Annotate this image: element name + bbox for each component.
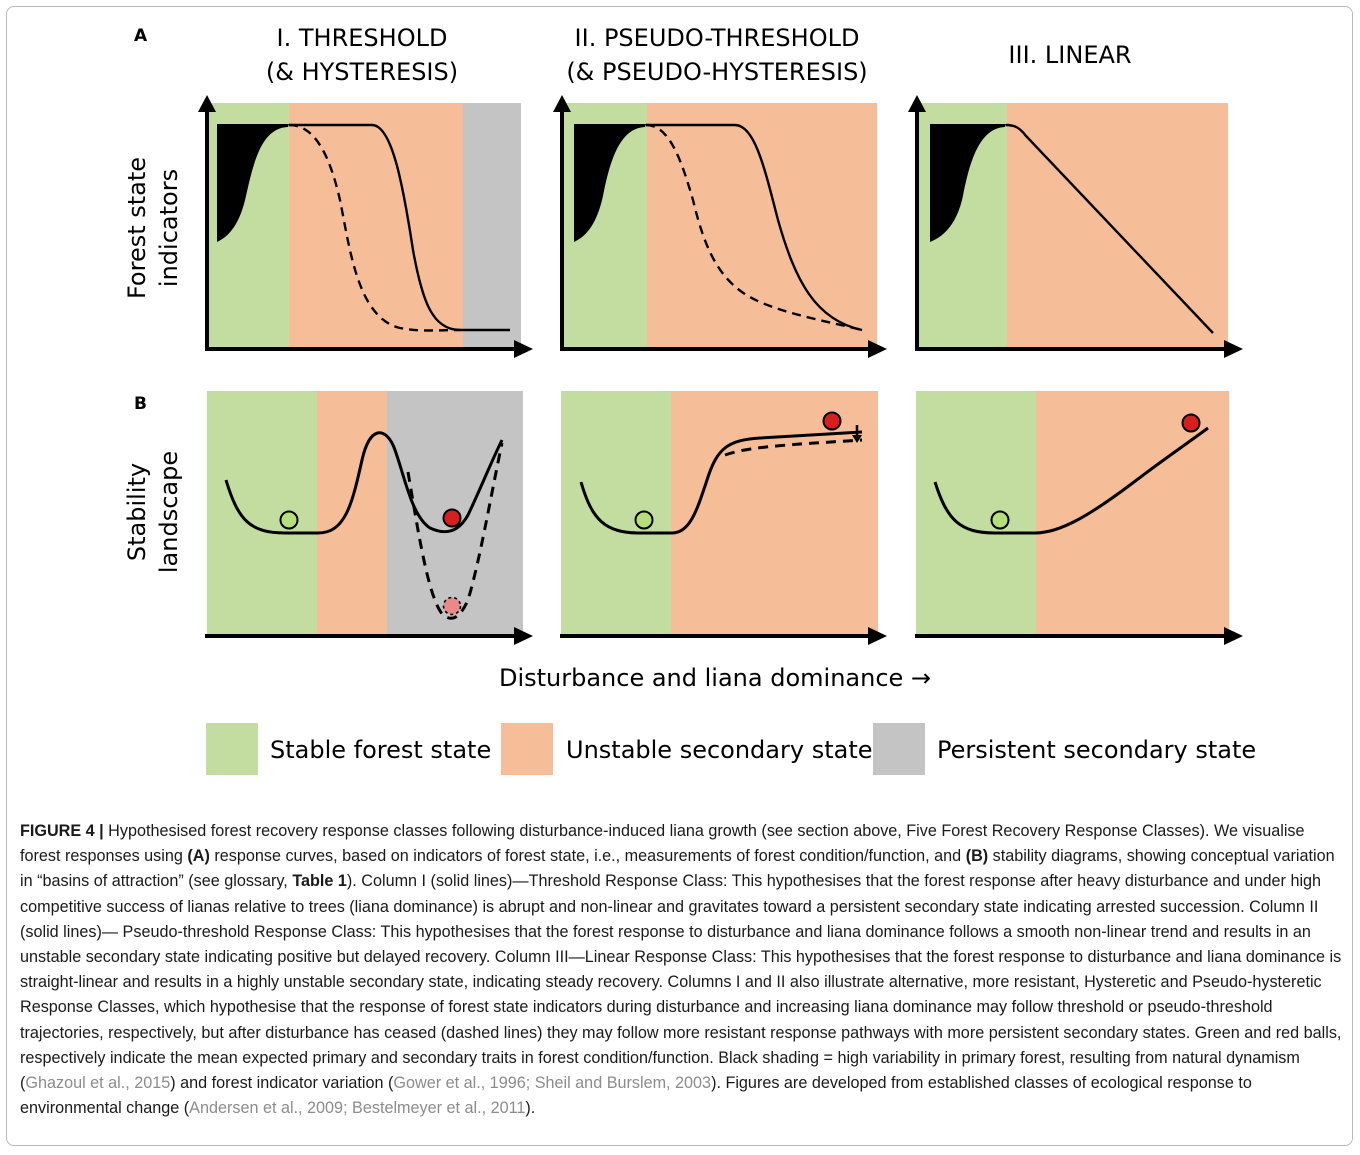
caption-text-part4: ). Column I (solid lines)—Threshold Resp… bbox=[20, 872, 1342, 1093]
a3-variability-shading bbox=[930, 124, 1006, 242]
a2-x-axis-arrow bbox=[868, 340, 887, 358]
row-a-ylabel-line2: indicators bbox=[155, 169, 183, 287]
panel-a-label: A bbox=[134, 26, 148, 46]
b1-unstable-zone bbox=[317, 391, 387, 635]
caption-text-part2: response curves, based on indicators of … bbox=[209, 847, 966, 866]
b1-pink-ball bbox=[442, 596, 462, 616]
shared-x-axis-label: Disturbance and liana dominance → bbox=[499, 664, 931, 692]
b2-green-ball bbox=[634, 510, 654, 530]
b1-solid-landscape bbox=[224, 431, 504, 535]
caption-text-part1: Hypothesised forest recovery response cl… bbox=[20, 822, 1305, 866]
figure-diagram: A B I. THRESHOLD (& HYSTERESIS) II. PSEU… bbox=[123, 24, 1256, 775]
legend-swatch-persistent bbox=[873, 723, 925, 775]
col1-title-line2: (& HYSTERESIS) bbox=[266, 58, 458, 86]
a2-variability-shading bbox=[574, 124, 646, 242]
legend-swatch-stable bbox=[206, 723, 258, 775]
a1-variability-shading bbox=[217, 124, 289, 242]
a2-solid-response-curve bbox=[646, 123, 863, 332]
col2-title-line2: (& PSEUDO-HYSTERESIS) bbox=[566, 58, 867, 86]
caption-text-part6: ). Figures are developed from establishe… bbox=[20, 1074, 1252, 1118]
caption-text-part7: ). bbox=[525, 1099, 536, 1118]
b1-green-ball bbox=[279, 510, 299, 530]
b2-red-ball bbox=[822, 411, 842, 431]
b3-green-ball bbox=[990, 510, 1010, 530]
figure-caption: FIGURE 4 | Hypothesised forest recovery … bbox=[20, 819, 1342, 1121]
caption-reference-link[interactable]: Gower et al., 1996; Sheil and Burslem, 2… bbox=[393, 1074, 712, 1093]
col1-title-line1: I. THRESHOLD bbox=[277, 24, 448, 52]
row-b-ylabel-line2: landscape bbox=[155, 451, 183, 573]
b1-red-ball bbox=[442, 508, 462, 528]
figure-frame bbox=[6, 6, 1353, 1146]
legend-label-stable: Stable forest state bbox=[270, 736, 491, 764]
b1-x-axis-arrow bbox=[514, 627, 533, 645]
row-b-ylabel-line1: Stability bbox=[123, 463, 151, 561]
b3-stable-zone bbox=[916, 391, 1036, 635]
caption-reference-link[interactable]: Andersen et al., 2009; Bestelmeyer et al… bbox=[189, 1099, 526, 1118]
b3-solid-landscape bbox=[933, 426, 1209, 535]
a3-linear-response-curve bbox=[1005, 123, 1214, 334]
b2-down-arrow-icon bbox=[852, 435, 862, 443]
b2-unstable-zone bbox=[671, 391, 878, 635]
b2-x-axis-arrow bbox=[868, 627, 887, 645]
a2-y-axis-arrow bbox=[553, 95, 571, 112]
a1-x-axis-arrow bbox=[514, 340, 533, 358]
legend-label-persistent: Persistent secondary state bbox=[937, 736, 1256, 764]
b3-red-ball bbox=[1181, 413, 1201, 433]
b1-stable-zone bbox=[207, 391, 317, 635]
caption-bold-b: (B) bbox=[965, 847, 989, 866]
a1-dashed-hysteresis-curve bbox=[288, 123, 461, 332]
b2-dashed-landscape bbox=[724, 438, 863, 457]
caption-bold-a: (A) bbox=[187, 847, 210, 866]
a1-persistent-zone bbox=[463, 103, 521, 348]
b3-x-axis-arrow bbox=[1224, 627, 1243, 645]
a3-unstable-zone bbox=[1007, 103, 1228, 348]
b1-dashed-landscape bbox=[406, 442, 504, 620]
legend-label-unstable: Unstable secondary state bbox=[566, 736, 873, 764]
col2-title-line1: II. PSEUDO-THRESHOLD bbox=[575, 24, 860, 52]
b3-unstable-zone bbox=[1036, 391, 1229, 635]
b2-solid-landscape bbox=[579, 430, 863, 535]
a3-x-axis-arrow bbox=[1224, 340, 1243, 358]
caption-text-part5: ) and forest indicator variation ( bbox=[170, 1074, 394, 1093]
caption-text-part3: stability diagrams, showing conceptual v… bbox=[20, 847, 1335, 891]
a2-dashed-hysteresis-curve bbox=[645, 123, 863, 332]
panel-b-label: B bbox=[134, 394, 147, 414]
caption-table-link[interactable]: Table 1 bbox=[292, 872, 347, 891]
a2-unstable-zone bbox=[647, 103, 877, 348]
caption-reference-link[interactable]: Ghazoul et al., 2015 bbox=[25, 1074, 171, 1093]
col3-title-line2: III. LINEAR bbox=[1008, 41, 1131, 69]
row-a-ylabel-line1: Forest state bbox=[123, 157, 151, 299]
a1-y-axis-arrow bbox=[198, 95, 216, 112]
a1-solid-response-curve bbox=[289, 123, 510, 332]
caption-figure-label: FIGURE 4 | bbox=[20, 822, 104, 840]
b2-stable-zone bbox=[561, 391, 671, 635]
a3-y-axis-arrow bbox=[908, 95, 926, 112]
legend-swatch-unstable bbox=[501, 723, 553, 775]
